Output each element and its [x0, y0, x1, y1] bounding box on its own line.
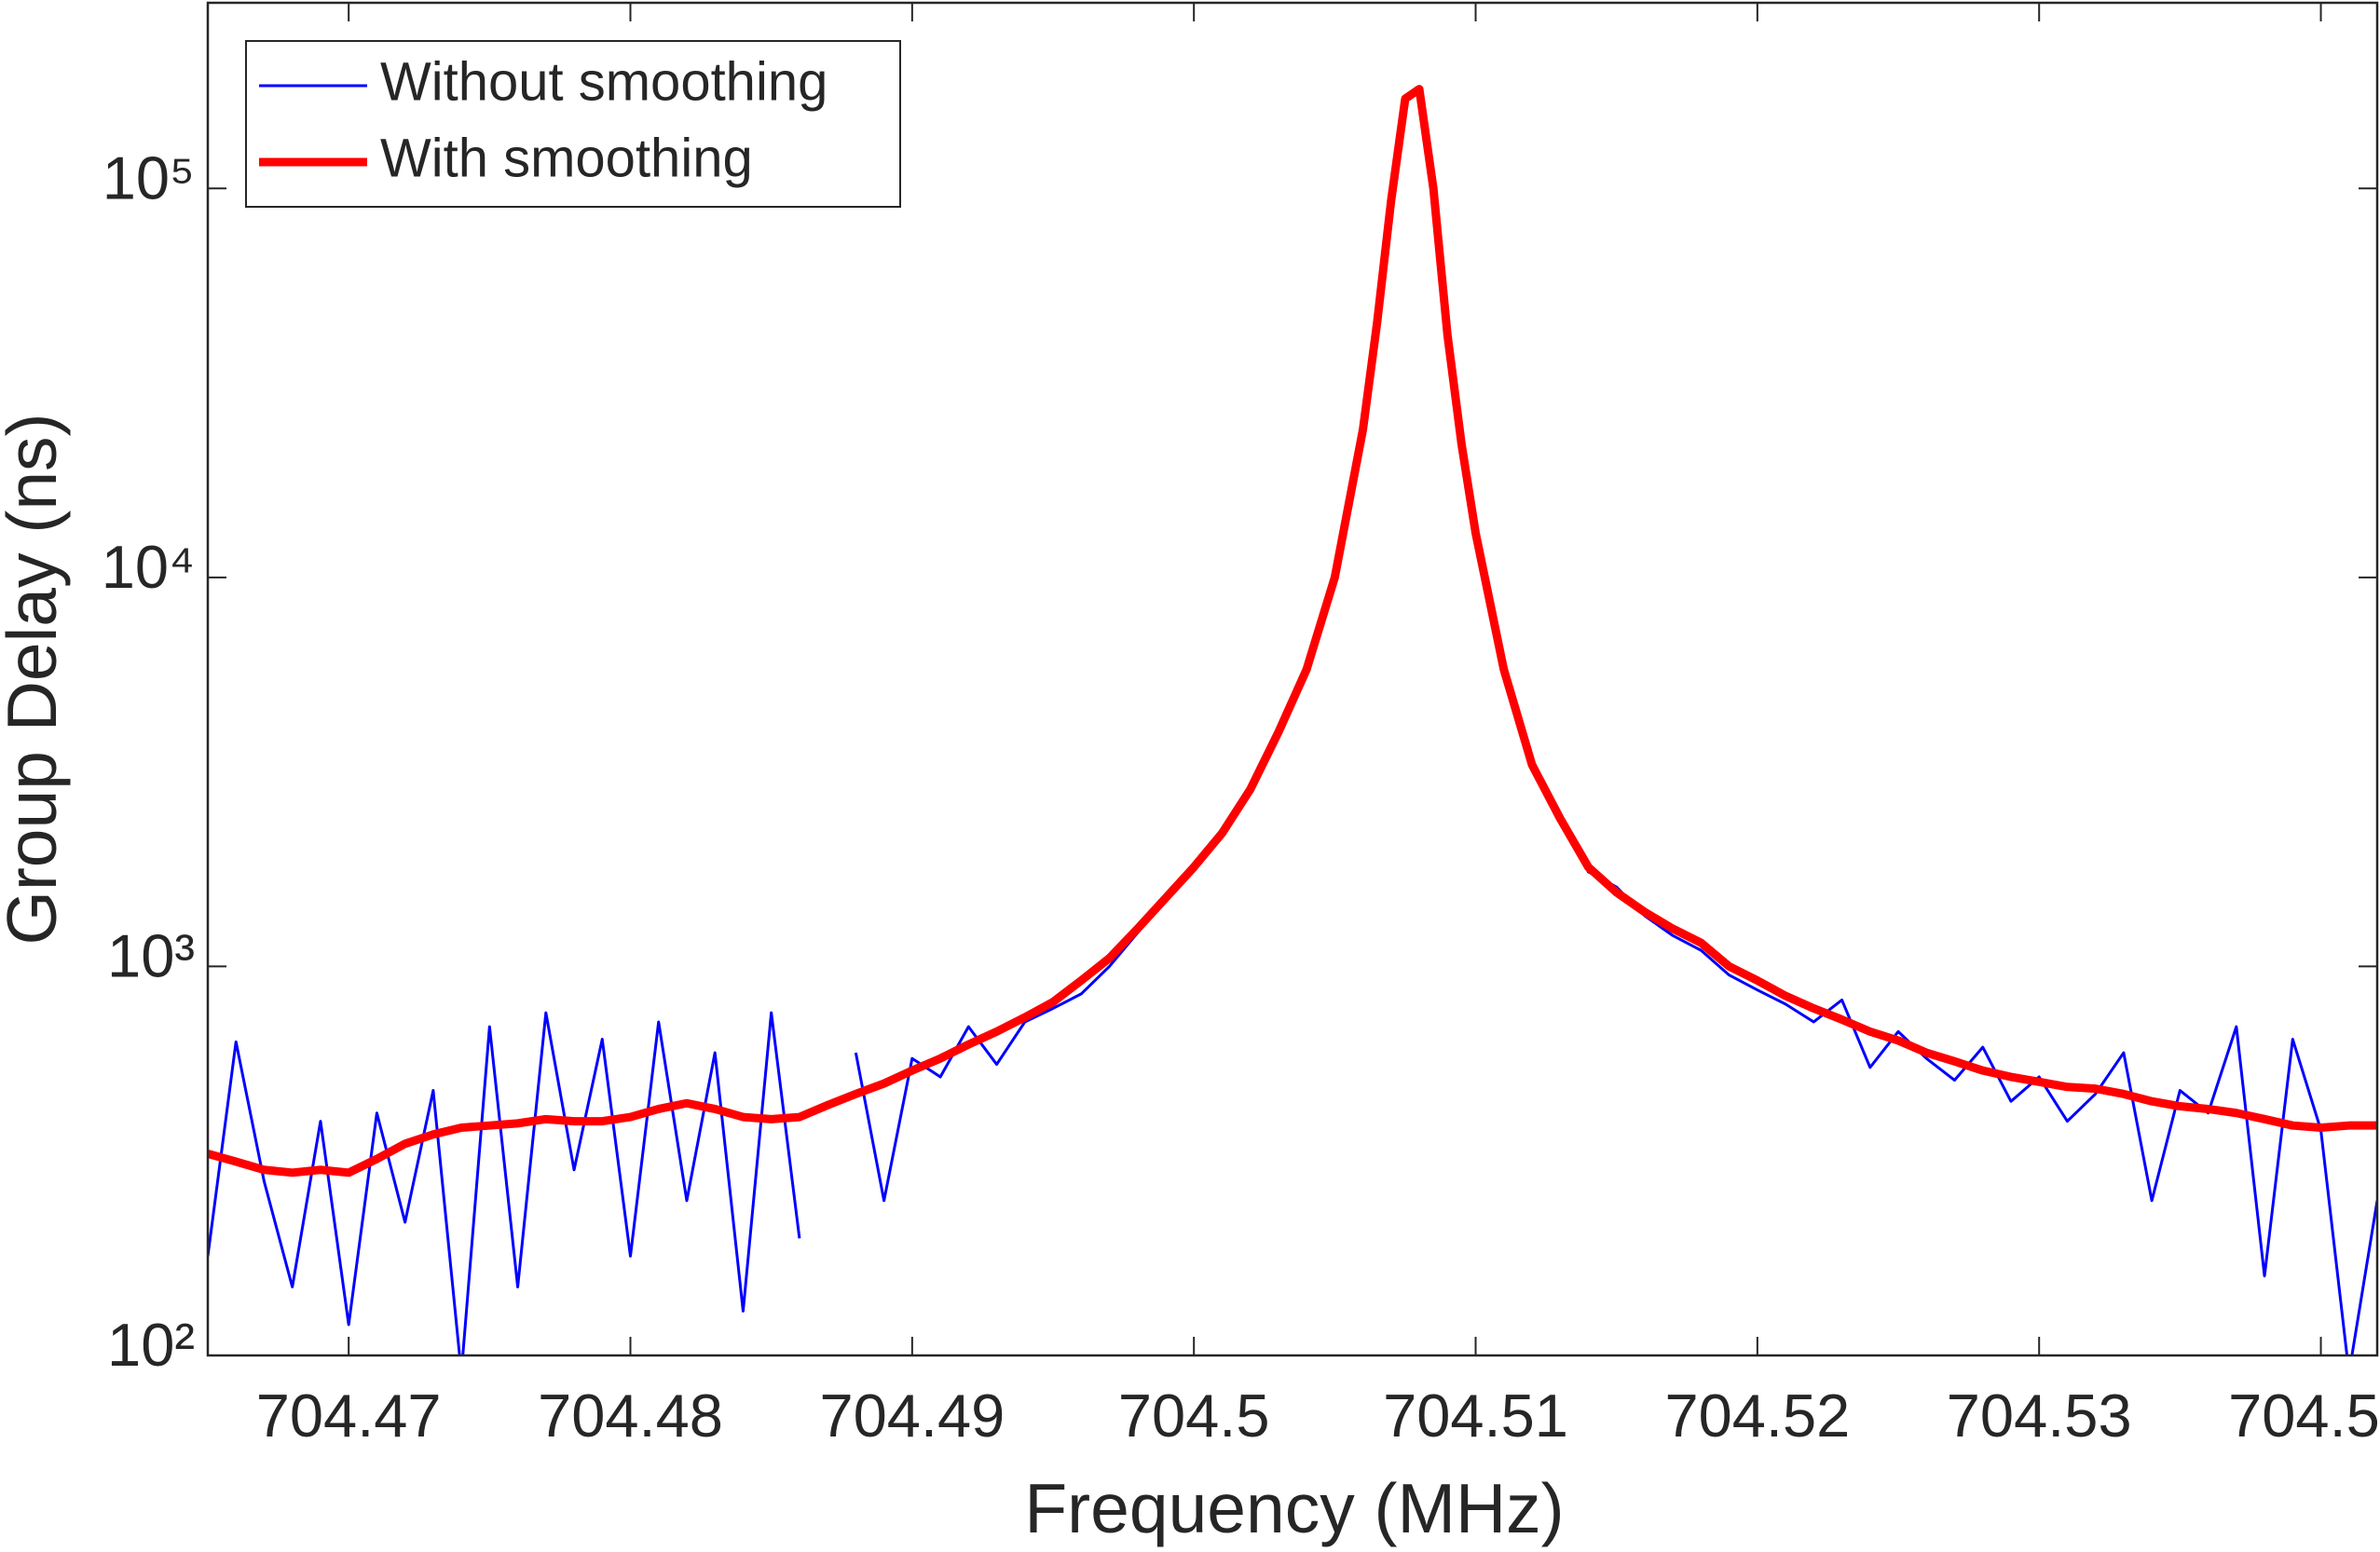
plot-frame: [206, 1, 2379, 1357]
y-tick-label: 10³: [107, 922, 195, 990]
y-tick-label: 10⁵: [103, 143, 195, 211]
x-tick-label: 704.48: [538, 1382, 723, 1450]
x-tick-label: 704.5: [1118, 1382, 1270, 1450]
legend-label: With smoothing: [380, 128, 753, 188]
x-axis-label: Frequency (MHz): [1024, 1469, 1564, 1547]
x-tick-label: 704.47: [256, 1382, 442, 1450]
legend-box: [245, 40, 901, 208]
x-tick-label: 704.51: [1383, 1382, 1568, 1450]
legend-label: Without smoothing: [380, 51, 828, 112]
y-tick-label: 10²: [107, 1311, 195, 1379]
series-line: [208, 85, 2377, 1178]
plot-area: [208, 85, 2377, 1355]
y-tick-label: 10⁴: [102, 533, 195, 601]
x-tick-label: 704.49: [819, 1382, 1005, 1450]
y-axis-label: Group Delay (ns): [0, 413, 71, 945]
x-tick-label: 704.54: [2228, 1382, 2380, 1450]
x-tick-label: 704.52: [1664, 1382, 1850, 1450]
x-tick-label: 704.53: [1947, 1382, 2132, 1450]
